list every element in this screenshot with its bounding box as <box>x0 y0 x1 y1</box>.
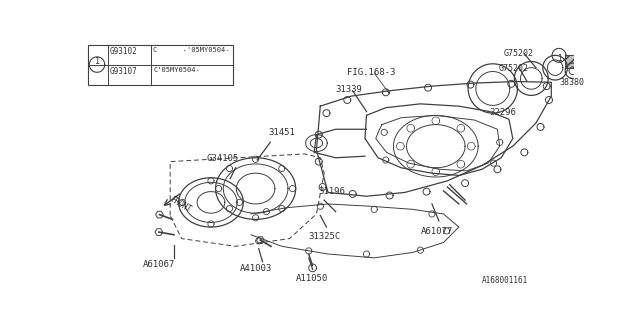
Text: G75202: G75202 <box>499 64 529 73</box>
Bar <box>88 44 232 84</box>
Text: FRONT: FRONT <box>168 195 193 214</box>
Text: FIG.168-3: FIG.168-3 <box>348 68 396 77</box>
Text: 31339: 31339 <box>336 84 363 93</box>
Text: 32296: 32296 <box>490 108 516 117</box>
Text: 31325C: 31325C <box>308 232 341 241</box>
Text: C      -'05MY0504-: C -'05MY0504- <box>153 47 230 53</box>
Text: A11050: A11050 <box>296 274 328 283</box>
Text: G93102: G93102 <box>110 47 138 56</box>
Text: 1: 1 <box>557 54 561 63</box>
Bar <box>565 55 577 68</box>
Text: G93107: G93107 <box>110 67 138 76</box>
Text: A61067: A61067 <box>143 260 175 269</box>
Text: A41003: A41003 <box>239 264 272 273</box>
Text: A61077: A61077 <box>420 227 452 236</box>
Text: 31451: 31451 <box>269 128 296 137</box>
Text: A168001161: A168001161 <box>482 276 528 284</box>
Text: 1: 1 <box>95 57 99 66</box>
Text: 38380: 38380 <box>559 78 584 87</box>
Text: G75202: G75202 <box>504 49 534 58</box>
Text: G34105: G34105 <box>206 154 239 163</box>
Text: 31196: 31196 <box>319 187 346 196</box>
Text: C'05MY0504-: C'05MY0504- <box>153 67 200 73</box>
